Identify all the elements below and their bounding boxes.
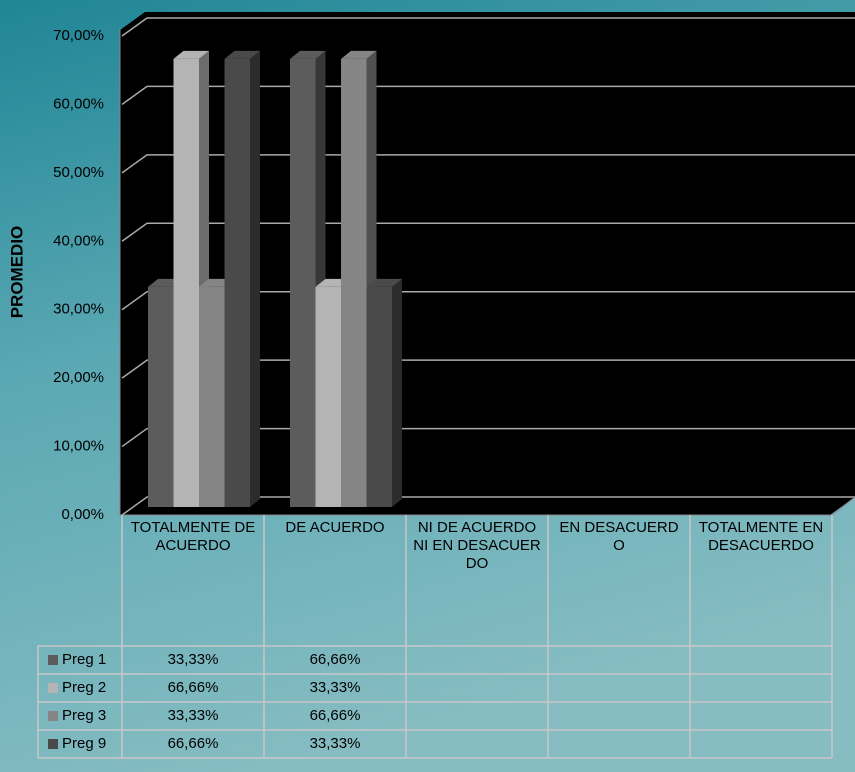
grid-line [121, 154, 855, 174]
bar [199, 286, 225, 507]
bar [148, 286, 174, 507]
x-tick-label: TOTALMENTE DE ACUERDO [130, 519, 256, 554]
grid-line [121, 496, 855, 516]
x-tick-label: NI DE ACUERDO NI EN DESACUERDO [413, 519, 541, 572]
bar-top [341, 50, 377, 59]
bar-side [392, 278, 402, 507]
legend-swatch [48, 739, 58, 749]
bar [173, 58, 199, 508]
bar-top [224, 50, 260, 59]
table-value: 33,33% [310, 735, 361, 752]
legend-swatch [48, 711, 58, 721]
bar [366, 286, 392, 507]
y-tick-label: 50,00% [53, 164, 104, 181]
legend-label: Preg 1 [62, 651, 106, 668]
table-value: 66,66% [168, 679, 219, 696]
table-value: 66,66% [310, 707, 361, 724]
legend-swatch [48, 683, 58, 693]
bar-top [366, 278, 402, 287]
bar [290, 58, 316, 508]
category-cell: DE ACUERDO [285, 519, 385, 536]
bar-top [290, 50, 326, 59]
category-cell: TOTALMENTE EN DESACUERDO [698, 519, 824, 554]
x-tick-label: EN DESACUERDO [559, 519, 679, 554]
table-value: 33,33% [168, 651, 219, 668]
grid-line [121, 85, 855, 106]
y-tick-label: 40,00% [53, 232, 104, 249]
table-value: 33,33% [310, 679, 361, 696]
y-tick-label: 30,00% [53, 301, 104, 318]
bar [315, 286, 341, 507]
bar-side [250, 50, 260, 508]
y-tick-label: 70,00% [53, 27, 104, 44]
legend-label: Preg 9 [62, 735, 106, 752]
y-tick-label: 20,00% [53, 369, 104, 386]
grid-line [121, 359, 855, 379]
category-cell: TOTALMENTE DE ACUERDO [130, 519, 256, 554]
bar-top [173, 50, 209, 59]
grid-line [121, 17, 855, 37]
y-tick-label: 10,00% [53, 438, 104, 455]
grid-line [121, 427, 855, 448]
category-cell: NI DE ACUERDO NI EN DESACUERDO [413, 519, 541, 572]
grid-line [121, 290, 855, 311]
table-value: 66,66% [310, 651, 361, 668]
x-tick-label: DE ACUERDO [285, 519, 385, 536]
table-value: 33,33% [168, 707, 219, 724]
legend-label: Preg 3 [62, 707, 106, 724]
y-tick-label: 0,00% [61, 506, 104, 523]
y-tick-label: 60,00% [53, 95, 104, 112]
grid-line [121, 222, 855, 242]
category-cell: EN DESACUERDO [559, 519, 679, 554]
x-tick-label: TOTALMENTE EN DESACUERDO [698, 519, 824, 554]
table-value: 66,66% [168, 735, 219, 752]
legend-label: Preg 2 [62, 679, 106, 696]
bar [341, 58, 367, 508]
bar [224, 58, 250, 508]
legend-swatch [48, 655, 58, 665]
y-axis-label: PROMEDIO [7, 226, 26, 319]
floor-edge [831, 496, 855, 516]
